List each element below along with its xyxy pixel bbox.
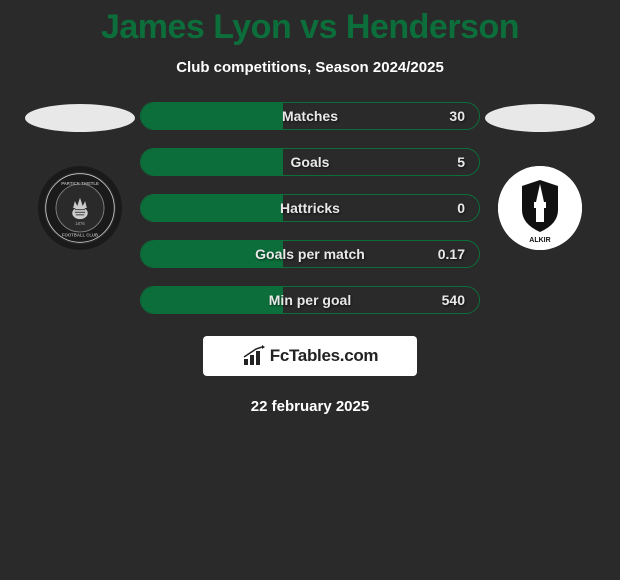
stat-fill bbox=[141, 149, 283, 175]
stat-fill bbox=[141, 287, 283, 313]
stat-value: 0 bbox=[457, 200, 465, 216]
fctables-logo[interactable]: FcTables.com bbox=[203, 336, 417, 376]
stat-label: Goals per match bbox=[255, 246, 365, 262]
stat-value: 5 bbox=[457, 154, 465, 170]
stat-bar-goals-per-match: Goals per match 0.17 bbox=[140, 240, 480, 268]
stat-bar-matches: Matches 30 bbox=[140, 102, 480, 130]
stat-fill bbox=[141, 195, 283, 221]
stats-column: Matches 30 Goals 5 Hattricks 0 Goals per… bbox=[140, 102, 480, 314]
partick-thistle-badge: PARTICK THISTLE FOOTBALL CLUB 1876 bbox=[38, 166, 122, 250]
page-subtitle: Club competitions, Season 2024/2025 bbox=[0, 59, 620, 76]
stat-fill bbox=[141, 103, 283, 129]
stat-bar-min-per-goal: Min per goal 540 bbox=[140, 286, 480, 314]
player-left-avatar-placeholder bbox=[25, 104, 135, 132]
player-right-column: ALKIR bbox=[480, 102, 600, 250]
stat-label: Matches bbox=[282, 108, 338, 124]
stat-label: Hattricks bbox=[280, 200, 340, 216]
thistle-crest-icon: PARTICK THISTLE FOOTBALL CLUB 1876 bbox=[44, 166, 116, 250]
page-title: James Lyon vs Henderson bbox=[0, 0, 620, 47]
svg-text:FOOTBALL CLUB: FOOTBALL CLUB bbox=[62, 232, 98, 237]
steeple-crest-icon: ALKIR bbox=[498, 166, 582, 250]
stat-bar-goals: Goals 5 bbox=[140, 148, 480, 176]
bar-chart-icon bbox=[242, 345, 266, 367]
stat-value: 30 bbox=[449, 108, 465, 124]
stat-label: Goals bbox=[291, 154, 330, 170]
stat-value: 540 bbox=[442, 292, 465, 308]
fctables-brand-text: FcTables.com bbox=[270, 346, 379, 366]
stat-label: Min per goal bbox=[269, 292, 351, 308]
stat-bar-hattricks: Hattricks 0 bbox=[140, 194, 480, 222]
player-left-column: PARTICK THISTLE FOOTBALL CLUB 1876 bbox=[20, 102, 140, 250]
falkirk-badge: ALKIR bbox=[498, 166, 582, 250]
svg-text:ALKIR: ALKIR bbox=[529, 237, 550, 244]
player-right-avatar-placeholder bbox=[485, 104, 595, 132]
svg-text:PARTICK THISTLE: PARTICK THISTLE bbox=[61, 181, 99, 186]
footer-date: 22 february 2025 bbox=[0, 398, 620, 415]
stat-value: 0.17 bbox=[438, 246, 465, 262]
comparison-row: PARTICK THISTLE FOOTBALL CLUB 1876 Match… bbox=[0, 102, 620, 314]
svg-text:1876: 1876 bbox=[75, 221, 85, 226]
